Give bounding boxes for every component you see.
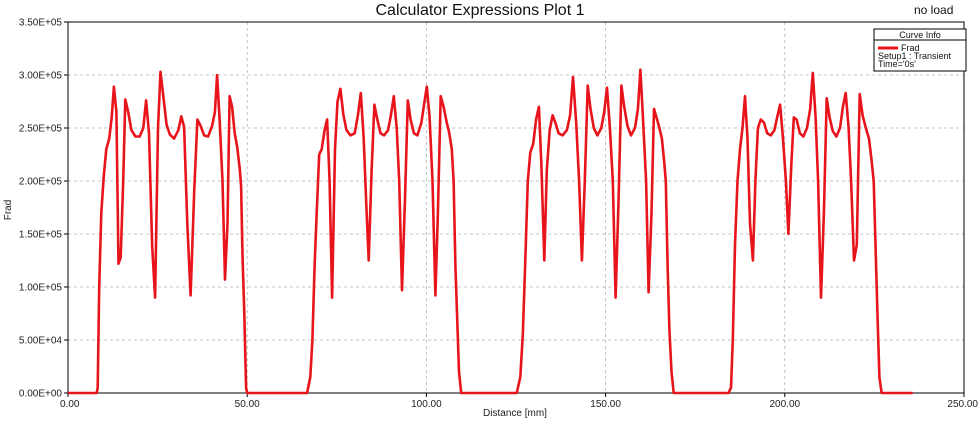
- y-axis-title: Frad: [3, 200, 14, 221]
- corner-label: no load: [914, 3, 953, 17]
- y-tick-label: 1.00E+05: [19, 283, 63, 294]
- x-tick-label: 150.00: [590, 399, 621, 410]
- x-tick-label: 50.00: [235, 399, 260, 410]
- legend: Curve Info Frad Setup1 : Transient Time=…: [873, 28, 967, 72]
- y-tick-label: 3.50E+05: [19, 18, 63, 29]
- legend-entry: Frad: [901, 43, 920, 53]
- legend-detail-1: Setup1 : Transient: [878, 51, 952, 61]
- x-axis-title: Distance [mm]: [483, 408, 547, 419]
- y-tick-label: 0.00E+00: [19, 389, 63, 400]
- x-tick-label: 250.00: [947, 399, 978, 410]
- y-tick-label: 2.50E+05: [19, 124, 63, 135]
- legend-box: [873, 28, 967, 72]
- y-tick-label: 2.00E+05: [19, 177, 63, 188]
- y-tick-label: 1.50E+05: [19, 230, 63, 241]
- y-tick-label: 3.00E+05: [19, 71, 63, 82]
- x-tick-label: 0.00: [60, 399, 80, 410]
- legend-title: Curve Info: [899, 30, 941, 40]
- y-tick-label: 5.00E+04: [19, 336, 63, 347]
- series-layer: [68, 68, 913, 395]
- x-tick-label: 200.00: [770, 399, 801, 410]
- series-line-frad: [68, 68, 913, 395]
- legend-detail-2: Time='0s': [878, 59, 916, 69]
- tick-layer: 0.00E+00 5.00E+04 1.00E+05 1.50E+05 2.00E+05…: [19, 18, 979, 411]
- grid-layer: [68, 22, 964, 393]
- chart-title: Calculator Expressions Plot 1: [376, 2, 585, 19]
- x-tick-label: 100.00: [411, 399, 442, 410]
